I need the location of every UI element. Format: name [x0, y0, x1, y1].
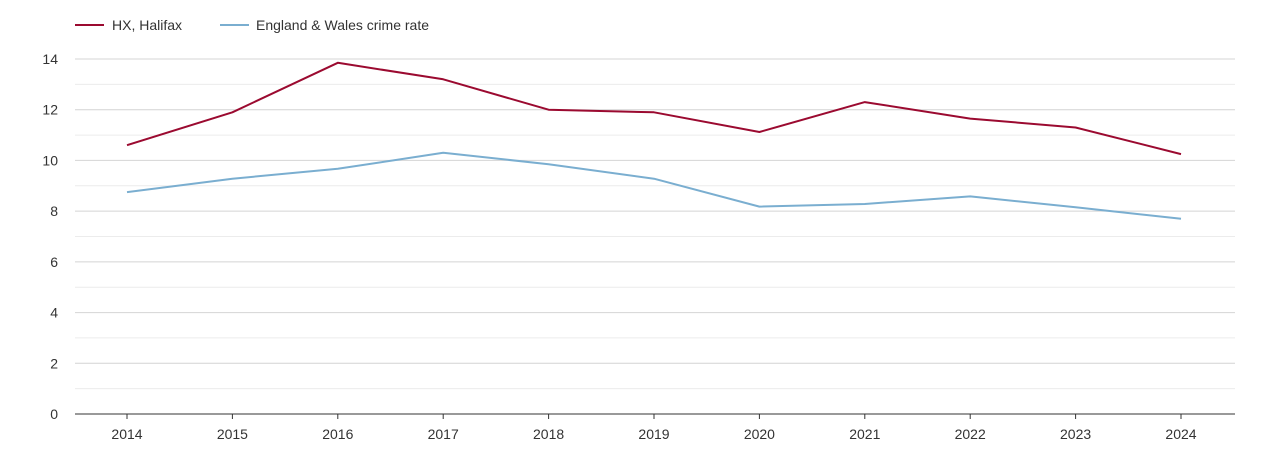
series-line-hx-halifax [126, 61, 1182, 156]
legend-label-halifax: HX, Halifax [112, 17, 182, 33]
y-tick-label: 12 [42, 102, 58, 118]
y-tick-label: 4 [50, 305, 58, 321]
y-tick-label: 8 [50, 203, 58, 219]
x-tick-label: 2014 [111, 426, 142, 442]
x-axis: 2014 2015 2016 2017 2018 2019 2020 2021 2022 2023… [111, 414, 1197, 442]
grid [75, 58, 1235, 415]
y-tick-label: 14 [42, 51, 58, 67]
y-tick-label: 0 [50, 406, 58, 422]
x-tick-label: 2018 [533, 426, 564, 442]
x-tick-label: 2016 [322, 426, 353, 442]
x-tick-label: 2024 [1165, 426, 1196, 442]
x-tick-label: 2017 [428, 426, 459, 442]
y-tick-label: 6 [50, 254, 58, 270]
y-axis: 0 2 4 6 8 10 12 14 [42, 51, 58, 422]
y-tick-label: 2 [50, 355, 58, 371]
y-tick-label: 10 [42, 152, 58, 168]
legend: HX, Halifax England & Wales crime rate [75, 17, 429, 33]
x-tick-label: 2020 [744, 426, 775, 442]
x-tick-label: 2022 [955, 426, 986, 442]
x-tick-label: 2015 [217, 426, 248, 442]
series-layer [126, 61, 1182, 220]
x-tick-label: 2021 [849, 426, 880, 442]
x-tick-label: 2019 [638, 426, 669, 442]
legend-label-england-wales: England & Wales crime rate [256, 17, 429, 33]
series-line-england-wales-crime-rate [126, 151, 1182, 220]
x-tick-label: 2023 [1060, 426, 1091, 442]
